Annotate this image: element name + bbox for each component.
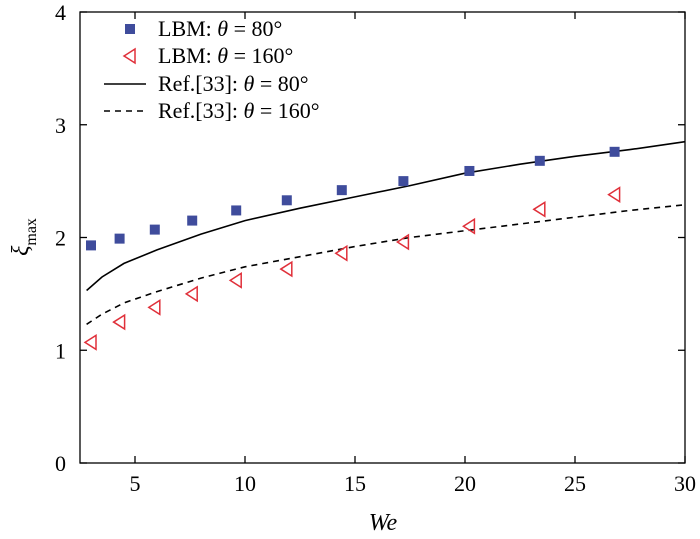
legend-label: Ref.[33]: θ = 160° xyxy=(158,98,320,123)
data-point-triangle xyxy=(396,233,410,251)
data-point-square xyxy=(231,205,242,216)
data-point-triangle xyxy=(228,271,242,289)
y-tick-label: 1 xyxy=(55,338,66,363)
x-axis-title: We xyxy=(369,510,398,536)
data-point-square xyxy=(398,176,409,187)
data-point-triangle xyxy=(184,285,198,303)
data-point-triangle xyxy=(462,217,476,235)
y-axis-symbol: ξ xyxy=(8,245,34,256)
y-tick-label: 0 xyxy=(55,451,66,476)
legend-label: Ref.[33]: θ = 80° xyxy=(158,71,309,96)
x-tick-label: 15 xyxy=(344,471,366,496)
data-point-triangle xyxy=(112,313,126,331)
data-point-square xyxy=(464,165,475,176)
legend-label: LBM: θ = 80° xyxy=(158,16,282,41)
data-point-square xyxy=(187,215,198,226)
data-point-triangle xyxy=(532,200,546,218)
ticks xyxy=(80,11,686,464)
y-axis-subscript: max xyxy=(23,218,40,246)
tick-labels: 5 10 15 20 25 30 0 1 2 3 4 xyxy=(55,0,696,496)
series-layer xyxy=(83,140,686,351)
x-tick-label: 25 xyxy=(564,471,586,496)
legend: LBM: θ = 80°LBM: θ = 160° Ref.[33]: θ = 8… xyxy=(104,16,320,123)
data-point-triangle xyxy=(334,244,348,262)
data-point-triangle xyxy=(83,333,97,351)
data-point-square xyxy=(534,155,545,166)
data-point-square xyxy=(114,233,125,244)
data-point-square xyxy=(281,195,292,206)
x-tick-label: 30 xyxy=(674,471,696,496)
data-point-triangle xyxy=(147,299,161,316)
x-tick-label: 5 xyxy=(130,471,141,496)
y-axis-title: ξmax xyxy=(8,218,40,256)
y-tick-label: 4 xyxy=(55,0,66,25)
data-point-square xyxy=(86,240,96,251)
svg-text:ξmax: ξmax xyxy=(8,218,40,256)
data-point-square xyxy=(336,185,347,196)
y-tick-label: 2 xyxy=(55,226,66,251)
data-point-triangle xyxy=(607,186,621,204)
legend-label: LBM: θ = 160° xyxy=(158,43,293,68)
data-point-square xyxy=(149,224,160,235)
data-point-triangle xyxy=(279,260,293,278)
solid-line xyxy=(86,140,686,292)
x-tick-label: 20 xyxy=(454,471,476,496)
dashed-line xyxy=(86,204,686,325)
data-point-triangle xyxy=(122,47,136,65)
data-point-square xyxy=(609,146,620,157)
x-tick-label: 10 xyxy=(234,471,256,496)
y-tick-label: 3 xyxy=(55,113,66,138)
data-point-square xyxy=(125,24,135,34)
